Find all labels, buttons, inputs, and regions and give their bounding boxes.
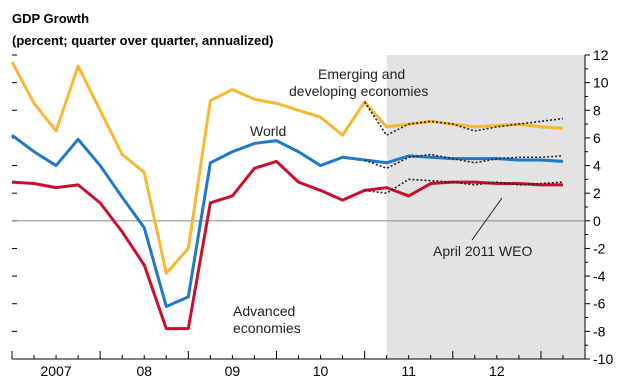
label-emerging-line2: developing economies bbox=[289, 83, 428, 99]
x-tick-label: 10 bbox=[313, 363, 329, 379]
x-tick-label: 11 bbox=[401, 363, 416, 379]
label-world: World bbox=[250, 123, 286, 139]
series-line-0 bbox=[10, 61, 564, 275]
y-tick-label: -6 bbox=[593, 296, 606, 312]
chart-title: GDP Growth bbox=[12, 11, 89, 26]
y-tick-label: 0 bbox=[593, 213, 601, 229]
y-tick-label: -8 bbox=[593, 323, 606, 339]
x-tick-label: 09 bbox=[225, 363, 241, 379]
weo-leader-line bbox=[471, 197, 503, 241]
x-tick-label: 12 bbox=[489, 363, 505, 379]
y-axis: -10 -8 -6 -4 -2 0 2 4 6 8 10 12 bbox=[12, 47, 613, 367]
weo-line-0 bbox=[363, 101, 564, 137]
y-tick-label: 10 bbox=[593, 75, 609, 91]
label-advanced-line1: Advanced bbox=[233, 303, 295, 319]
x-axis: 2007 08 09 10 11 12 bbox=[11, 351, 585, 379]
x-tick-label: 08 bbox=[136, 363, 152, 379]
label-emerging-line1: Emerging and bbox=[318, 66, 405, 82]
y-tick-label: 6 bbox=[593, 130, 601, 146]
series-line-2 bbox=[11, 159, 563, 331]
projection-shading bbox=[386, 55, 585, 359]
y-tick-label: 8 bbox=[593, 102, 601, 118]
label-advanced-line2: economies bbox=[233, 320, 301, 336]
y-tick-label: -2 bbox=[593, 240, 606, 256]
y-tick-label: 12 bbox=[593, 47, 609, 63]
y-tick-label: -10 bbox=[593, 351, 613, 367]
y-tick-label: 4 bbox=[593, 158, 601, 174]
y-tick-label: -4 bbox=[593, 268, 606, 284]
annotations: Emerging and developing economies World … bbox=[233, 66, 532, 336]
x-tick-label: 2007 bbox=[40, 363, 71, 379]
y-tick-label: 2 bbox=[593, 185, 601, 201]
label-weo: April 2011 WEO bbox=[433, 243, 532, 259]
series-line-1 bbox=[11, 133, 564, 308]
chart-subtitle: (percent; quarter over quarter, annualiz… bbox=[12, 33, 274, 48]
weo-projection-lines bbox=[363, 101, 564, 195]
weo-line-1 bbox=[364, 153, 564, 170]
series-lines bbox=[10, 61, 564, 331]
